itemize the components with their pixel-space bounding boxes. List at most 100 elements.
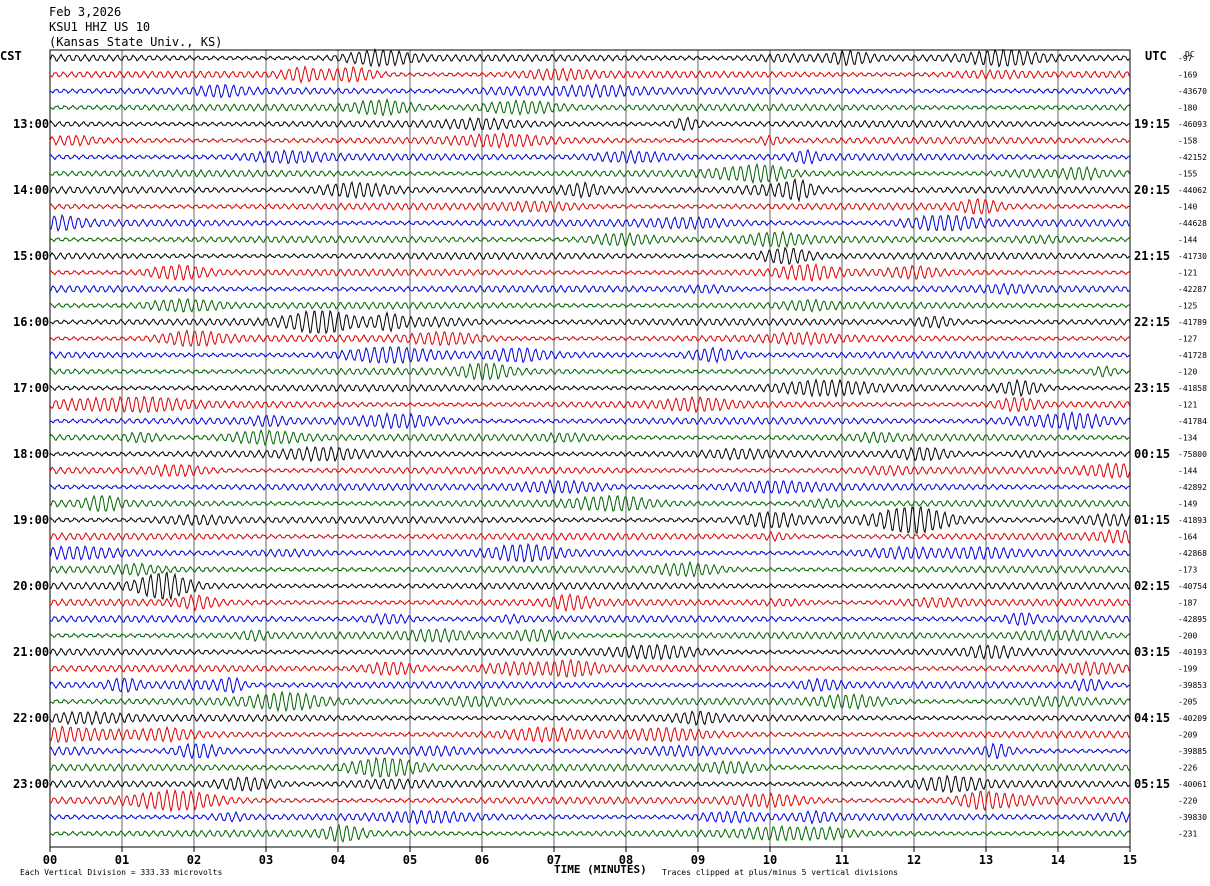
dc-offset-label: -231 (1178, 830, 1197, 839)
trace-line (49, 246, 1131, 266)
dc-offset-label: -40193 (1178, 648, 1207, 657)
dc-offset-label: -41858 (1178, 384, 1207, 393)
trace-line (49, 329, 1131, 348)
dc-offset-label: -121 (1178, 401, 1197, 410)
x-axis-ticks: 00 01 02 03 04 05 06 07 08 09 10 11 12 13 14 15 (43, 847, 1137, 867)
header-station: KSU1 HHZ US 10 (49, 20, 150, 34)
right-hour-label: 01:15 (1134, 513, 1170, 527)
x-tick-label: 03 (259, 853, 273, 867)
trace-line (49, 756, 1131, 778)
x-tick-label: 01 (115, 853, 129, 867)
x-tick-label: 11 (835, 853, 849, 867)
right-hour-label: 03:15 (1134, 645, 1170, 659)
dc-offset-label: -42287 (1178, 285, 1207, 294)
trace-line (49, 774, 1131, 794)
dc-offset-label: -120 (1178, 368, 1197, 377)
left-hour-label: 20:00 (13, 579, 49, 593)
left-hour-labels: 13:00 14:00 15:00 16:00 17:00 18:00 19:00 20:00… (13, 117, 49, 791)
trace-line (49, 177, 1131, 203)
left-hour-label: 13:00 (13, 117, 49, 131)
dc-offset-label: -41728 (1178, 351, 1207, 360)
minute-grid (49, 49, 1131, 848)
trace-line (49, 378, 1131, 398)
trace-line (49, 478, 1131, 495)
left-hour-label: 14:00 (13, 183, 49, 197)
dc-offset-label: -40754 (1178, 582, 1207, 591)
dc-offset-label: -155 (1178, 170, 1197, 179)
trace-line (49, 65, 1131, 84)
trace-line (49, 83, 1131, 99)
dc-offset-label: -41893 (1178, 516, 1207, 525)
dc-offset-label: -173 (1178, 566, 1197, 575)
dc-column-label: DC (1185, 50, 1195, 59)
left-hour-label: 15:00 (13, 249, 49, 263)
trace-line (49, 571, 1131, 601)
seismogram-traces (49, 47, 1131, 843)
left-hour-label: 21:00 (13, 645, 49, 659)
trace-line (49, 116, 1131, 132)
x-tick-label: 13 (979, 853, 993, 867)
x-tick-label: 09 (691, 853, 705, 867)
dc-offset-label: -39830 (1178, 813, 1207, 822)
dc-offset-label: -39885 (1178, 747, 1207, 756)
trace-line (49, 410, 1131, 431)
dc-offset-label: -46093 (1178, 120, 1207, 129)
trace-line (49, 213, 1131, 232)
header-date: Feb 3,2026 (49, 5, 121, 19)
trace-line (49, 823, 1131, 843)
dc-offset-label: -41730 (1178, 252, 1207, 261)
trace-line (50, 725, 1131, 744)
trace-line (49, 742, 1131, 760)
dc-offset-label: -209 (1178, 731, 1197, 740)
right-hour-label: 21:15 (1134, 249, 1170, 263)
right-timezone-label: UTC (1145, 49, 1167, 63)
division-note: Each Vertical Division = 333.33 microvol… (20, 868, 222, 877)
left-hour-label: 23:00 (13, 777, 49, 791)
x-tick-label: 05 (403, 853, 417, 867)
trace-line (49, 282, 1131, 296)
trace-line (49, 658, 1131, 678)
dc-offset-label: -149 (1178, 500, 1197, 509)
left-hour-label: 16:00 (13, 315, 49, 329)
trace-line (49, 542, 1131, 563)
trace-line (49, 593, 1131, 613)
dc-offset-label: -199 (1178, 665, 1197, 674)
trace-line (49, 309, 1131, 335)
dc-offset-label: -226 (1178, 764, 1197, 773)
trace-line (49, 197, 1131, 215)
dc-offset-label: -144 (1178, 236, 1197, 245)
dc-offset-label: -39853 (1178, 681, 1207, 690)
dc-offset-label: -134 (1178, 434, 1197, 443)
trace-line (49, 710, 1131, 727)
x-tick-label: 14 (1051, 853, 1065, 867)
dc-offset-label: -41784 (1178, 417, 1207, 426)
x-tick-label: 15 (1123, 853, 1137, 867)
dc-offset-label: -180 (1178, 104, 1197, 113)
trace-line (49, 627, 1131, 644)
trace-line (49, 297, 1131, 313)
right-hour-label: 23:15 (1134, 381, 1170, 395)
dc-offset-label: -97 (1178, 54, 1193, 63)
x-tick-label: 10 (763, 853, 777, 867)
trace-line (49, 428, 1131, 447)
trace-line (49, 528, 1131, 544)
dc-offset-label: -42892 (1178, 483, 1207, 492)
right-hour-label: 00:15 (1134, 447, 1170, 461)
trace-line (49, 230, 1131, 249)
dc-offset-labels: -97 -169 -43670 -180 -46093 -158 -42152 -155 -44… (1178, 54, 1207, 839)
trace-line (49, 809, 1131, 825)
trace-line (49, 395, 1131, 414)
trace-line (49, 643, 1131, 661)
right-hour-label: 02:15 (1134, 579, 1170, 593)
dc-offset-label: -220 (1178, 797, 1197, 806)
trace-line (49, 494, 1131, 513)
trace-line (49, 676, 1131, 695)
dc-offset-label: -127 (1178, 335, 1197, 344)
plot-frame (49, 49, 1131, 848)
left-hour-label: 19:00 (13, 513, 49, 527)
dc-offset-label: -144 (1178, 467, 1197, 476)
right-hour-label: 04:15 (1134, 711, 1170, 725)
left-timezone-label: CST (0, 49, 22, 63)
dc-offset-label: -205 (1178, 698, 1197, 707)
